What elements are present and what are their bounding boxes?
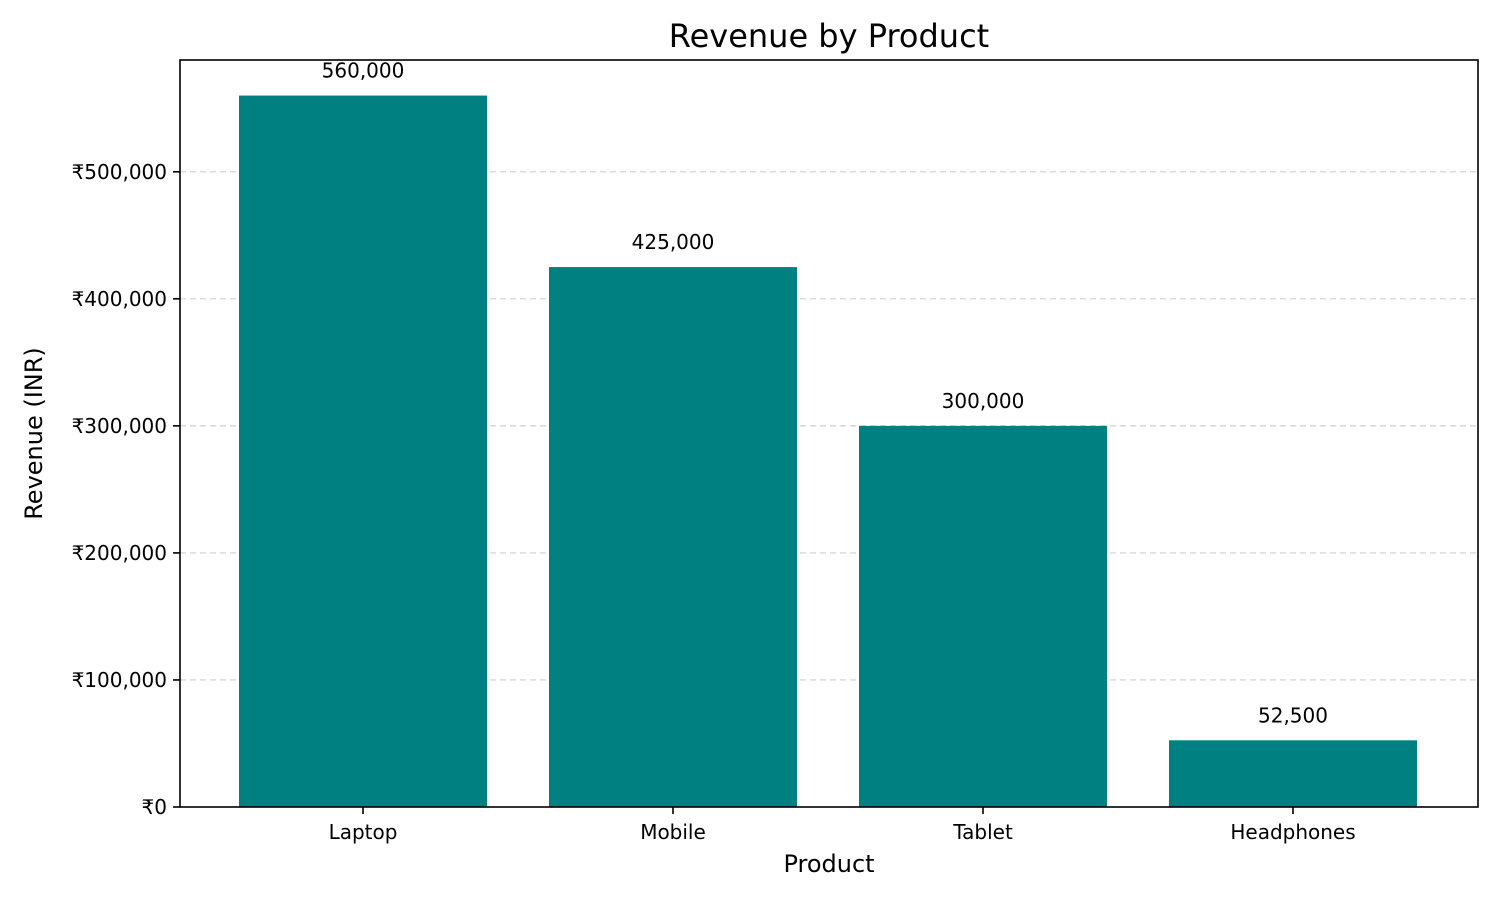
x-tick-label: Headphones (1230, 820, 1355, 844)
y-tick-label: ₹500,000 (72, 160, 167, 184)
bar-value-label: 425,000 (632, 230, 715, 254)
grid-layer (180, 171, 1478, 681)
x-axis-ticks: Laptop Mobile Tablet Headphones (329, 807, 1356, 844)
bar-laptop (239, 95, 487, 808)
x-tick-label: Mobile (640, 820, 706, 844)
x-tick-label: Tablet (952, 820, 1013, 844)
bar-mobile (549, 267, 797, 807)
bar-tablet (859, 425, 1107, 807)
y-axis-ticks: ₹0 ₹100,000 ₹200,000 ₹300,000 ₹400,000 ₹500,0… (72, 160, 180, 819)
x-axis-label: Product (783, 850, 874, 878)
y-tick-label: ₹0 (142, 795, 167, 819)
y-tick-label: ₹200,000 (72, 541, 167, 565)
x-tick-label: Laptop (329, 820, 398, 844)
chart-title: Revenue by Product (669, 17, 989, 55)
plot-frame (179, 59, 1479, 808)
y-tick-label: ₹300,000 (72, 414, 167, 438)
bar-value-label: 300,000 (942, 389, 1025, 413)
bar-headphones (1169, 740, 1417, 807)
y-axis-label: Revenue (INR) (20, 347, 48, 520)
bar-value-label: 560,000 (322, 59, 405, 83)
bar-layer (239, 95, 1417, 808)
y-tick-label: ₹400,000 (72, 287, 167, 311)
y-tick-label: ₹100,000 (72, 668, 167, 692)
bar-value-label: 52,500 (1258, 703, 1328, 727)
value-label-layer: 560,000 425,000 300,000 52,500 (322, 59, 1328, 728)
